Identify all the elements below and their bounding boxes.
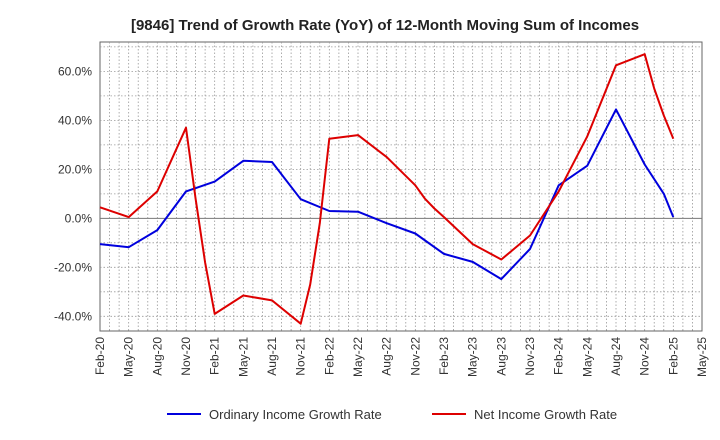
x-tick-label: May-24	[580, 337, 594, 377]
x-tick-label: Nov-20	[179, 337, 193, 376]
grid-lines	[100, 42, 702, 331]
x-tick-label: Aug-21	[265, 337, 279, 376]
x-tick-label: Aug-24	[609, 337, 623, 376]
x-tick-label: May-25	[695, 337, 709, 377]
x-tick-label: May-23	[466, 337, 480, 377]
x-tick-label: Feb-23	[437, 337, 451, 375]
series-line-ordinary-income	[99, 108, 675, 281]
x-tick-label: Feb-20	[93, 337, 107, 375]
legend-label: Net Income Growth Rate	[474, 407, 617, 422]
x-tick-label: Nov-24	[638, 337, 652, 376]
x-axis-tick-labels: Feb-20 May-20 Aug-20 Nov-20 Feb-21 May-21 Aug-…	[93, 337, 709, 377]
y-tick-label: 0.0%	[65, 211, 93, 225]
x-tick-label: Aug-22	[380, 337, 394, 376]
x-tick-label: Feb-24	[552, 337, 566, 375]
plot-area	[99, 41, 703, 332]
x-tick-label: Feb-21	[208, 337, 222, 375]
x-tick-label: Aug-23	[494, 337, 508, 376]
x-tick-label: May-21	[236, 337, 250, 377]
y-tick-label: -20.0%	[54, 260, 92, 274]
x-tick-label: Feb-22	[322, 337, 336, 375]
series-lines	[99, 53, 675, 325]
y-tick-label: -40.0%	[54, 309, 92, 323]
chart-title: [9846] Trend of Growth Rate (YoY) of 12-…	[131, 17, 639, 34]
y-axis-tick-labels: -40.0% -20.0% 0.0% 20.0% 40.0% 60.0%	[54, 64, 92, 323]
x-tick-label: Nov-21	[294, 337, 308, 376]
x-tick-label: Feb-25	[666, 337, 680, 375]
x-tick-label: Nov-22	[408, 337, 422, 376]
y-tick-label: 60.0%	[58, 64, 92, 78]
y-tick-label: 20.0%	[58, 162, 92, 176]
legend: Ordinary Income Growth Rate Net Income Gr…	[167, 407, 617, 422]
x-tick-label: Nov-23	[523, 337, 537, 376]
plot-frame	[99, 41, 703, 332]
x-tick-label: May-22	[351, 337, 365, 377]
x-tick-label: May-20	[122, 337, 136, 377]
y-tick-label: 40.0%	[58, 113, 92, 127]
series-line-net-income	[99, 53, 675, 325]
legend-label: Ordinary Income Growth Rate	[209, 407, 382, 422]
x-tick-label: Aug-20	[150, 337, 164, 376]
